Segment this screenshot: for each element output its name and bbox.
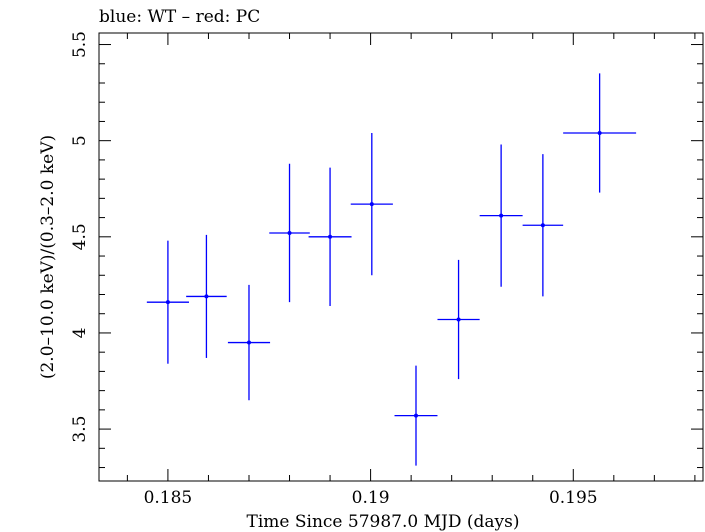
x-tick-label: 0.19 xyxy=(352,488,390,508)
point-marker xyxy=(540,223,545,228)
data-point xyxy=(394,365,438,466)
y-tick-label: 4 xyxy=(70,328,90,339)
y-axis-label: (2.0–10.0 keV)/(0.3–2.0 keV) xyxy=(38,135,58,379)
data-point xyxy=(186,234,227,358)
data-point xyxy=(522,154,564,297)
y-tick-label: 5.5 xyxy=(70,31,90,58)
point-marker xyxy=(499,213,504,218)
y-tick-label: 3.5 xyxy=(70,416,90,443)
point-marker xyxy=(456,317,461,322)
point-marker xyxy=(597,130,602,135)
y-tick-label: 4.5 xyxy=(70,223,90,250)
point-marker xyxy=(165,300,170,305)
data-point xyxy=(563,73,637,193)
y-tick-label: 5 xyxy=(70,135,90,146)
data-point xyxy=(308,167,352,307)
plot-frame xyxy=(98,32,704,482)
point-marker xyxy=(287,230,292,235)
point-marker xyxy=(369,202,374,207)
data-points xyxy=(146,73,637,466)
point-marker xyxy=(204,294,209,299)
data-point xyxy=(350,132,393,276)
x-axis-label: Time Since 57987.0 MJD (days) xyxy=(247,512,520,532)
data-point xyxy=(146,240,189,364)
data-point xyxy=(227,284,271,401)
chart-title: blue: WT – red: PC xyxy=(99,7,260,27)
x-axis-ticks: 0.185 0.19 0.195 xyxy=(126,33,696,508)
y-axis-ticks: 3.5 4 4.5 5 5.5 xyxy=(70,31,703,469)
point-marker xyxy=(328,234,333,239)
point-marker xyxy=(413,413,418,418)
x-tick-label: 0.195 xyxy=(549,488,598,508)
data-point xyxy=(479,144,523,287)
data-point xyxy=(269,163,310,303)
data-point xyxy=(437,259,480,380)
x-tick-label: 0.185 xyxy=(144,488,193,508)
point-marker xyxy=(246,340,251,345)
